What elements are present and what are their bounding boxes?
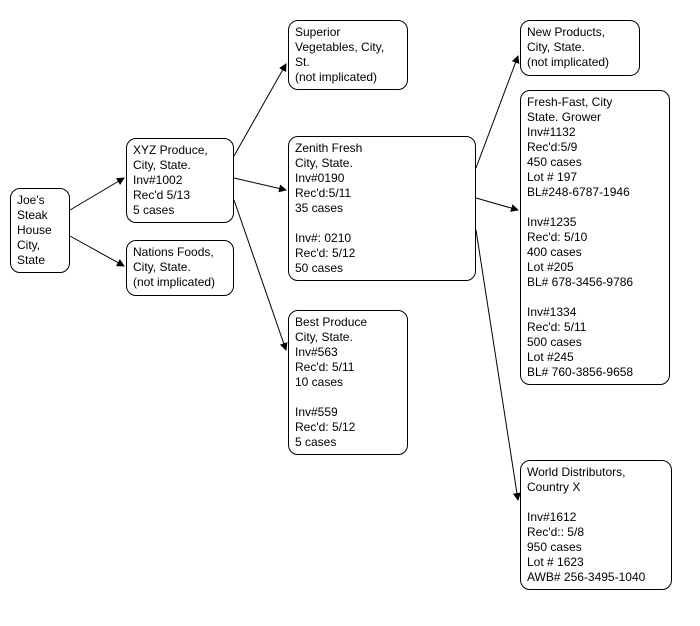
node-freshfast: Fresh-Fast, City State. Grower Inv#1132 … — [520, 90, 670, 385]
edge-zenith-world — [476, 230, 518, 500]
edge-xyz-superior — [234, 64, 286, 156]
edge-zenith-freshfast — [476, 198, 518, 210]
node-zenith: Zenith Fresh City, State. Inv#0190 Rec'd… — [288, 136, 476, 281]
node-joes: Joe's Steak House City, State — [10, 188, 70, 273]
node-newprod: New Products, City, State. (not implicat… — [520, 20, 640, 76]
node-world: World Distributors, Country X Inv#1612 R… — [520, 460, 672, 590]
node-best: Best Produce City, State. Inv#563 Rec'd:… — [288, 310, 408, 455]
edge-xyz-best — [234, 200, 286, 350]
node-superior: Superior Vegetables, City, St. (not impl… — [288, 20, 408, 90]
node-nations: Nations Foods, City, State. (not implica… — [126, 240, 234, 296]
edge-zenith-newprod — [476, 56, 518, 168]
edge-joes-nations — [70, 236, 124, 266]
node-xyz: XYZ Produce, City, State. Inv#1002 Rec'd… — [126, 138, 234, 223]
edge-joes-xyz — [70, 178, 124, 210]
edge-xyz-zenith — [234, 178, 286, 190]
